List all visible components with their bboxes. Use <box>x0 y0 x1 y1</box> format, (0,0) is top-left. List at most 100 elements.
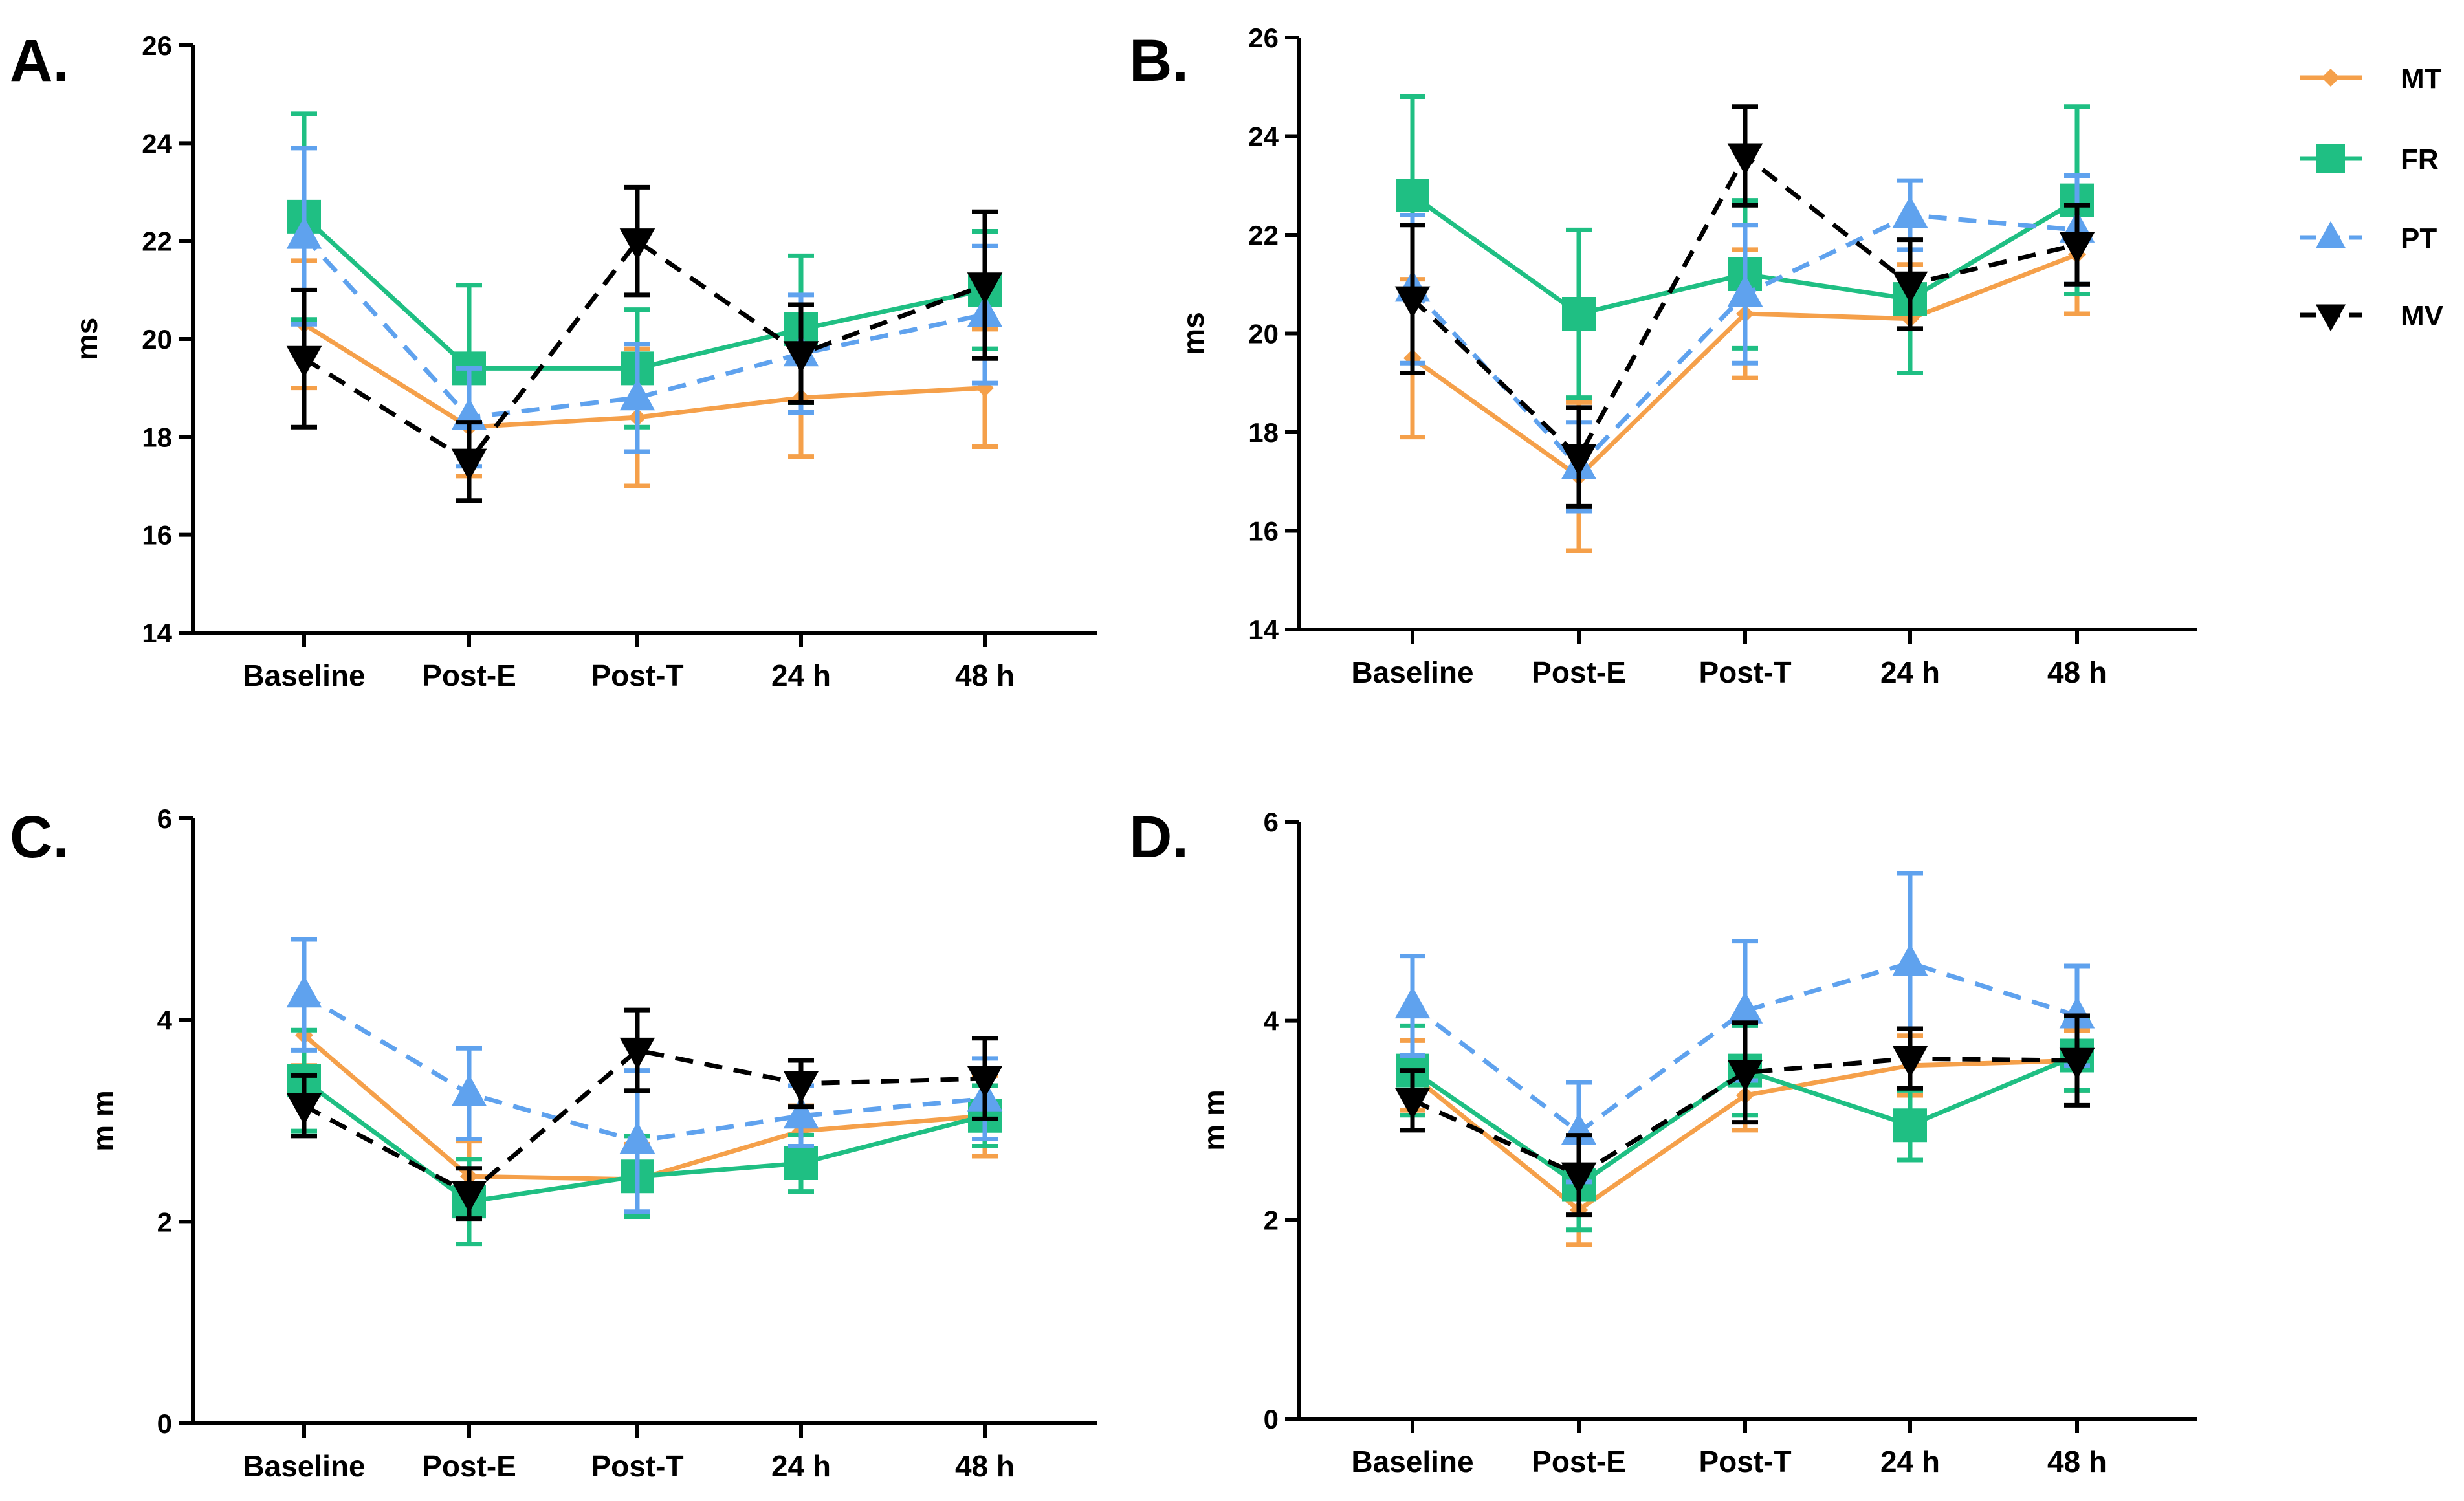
x-tick-label: Post-T <box>591 1449 683 1483</box>
chart-panel-2: B. ms 14 16 18 20 22 24 26 Baseline Post-E Post-T 24… <box>1129 23 2197 689</box>
x-tick-label: Post-E <box>1532 1445 1626 1478</box>
chart-panel-4: D. m m 0 2 4 6 Baseline Post-E Post-T 24 h 48 h <box>1129 804 2197 1478</box>
data-point <box>1561 1162 1597 1195</box>
y-tick-label: 14 <box>1248 615 1279 645</box>
data-point <box>451 1074 487 1106</box>
y-axis-label: m m <box>1197 1090 1231 1151</box>
legend: MT FR PT MV <box>2300 63 2444 332</box>
series-line <box>302 234 985 420</box>
x-tick-label: 48 h <box>2047 655 2107 689</box>
y-tick-label: 20 <box>142 324 172 355</box>
x-tick-label: Post-T <box>591 659 683 692</box>
x-tick-label: 24 h <box>771 659 831 692</box>
y-tick-label: 2 <box>157 1207 172 1237</box>
y-tick-label: 0 <box>1264 1404 1279 1434</box>
series-mv <box>1394 104 2095 509</box>
y-axis-label: ms <box>1176 312 1210 355</box>
series-mv <box>286 184 1003 503</box>
data-point <box>1727 1060 1763 1092</box>
series-mv <box>1394 1013 2095 1218</box>
series-pt <box>1394 173 2095 514</box>
y-tick-label: 22 <box>142 226 172 257</box>
x-tick-label: Post-T <box>1699 655 1791 689</box>
x-tick-label: Baseline <box>243 659 365 692</box>
data-point <box>784 1146 818 1180</box>
chart-panel-3: C. m m 0 2 4 6 Baseline Post-E Post-T 24 h 48 h <box>10 804 1097 1483</box>
panel-label: B. <box>1129 28 1189 94</box>
data-point <box>1892 1046 1928 1079</box>
y-tick-label: 2 <box>1264 1205 1279 1235</box>
x-tick-label: Baseline <box>1351 1445 1473 1478</box>
data-point <box>1892 195 1928 228</box>
y-tick-label: 20 <box>1248 319 1279 349</box>
panel-label: C. <box>10 804 69 870</box>
y-tick-label: 14 <box>142 618 172 648</box>
data-point <box>619 1037 655 1070</box>
y-tick-label: 18 <box>1248 417 1279 448</box>
data-point <box>1892 271 1928 304</box>
data-point <box>783 1096 819 1129</box>
legend-label: FR <box>2401 144 2439 175</box>
data-point <box>451 1181 487 1213</box>
legend-label: MV <box>2401 300 2444 332</box>
y-tick-label: 26 <box>142 30 172 61</box>
data-point <box>1394 1088 1431 1120</box>
y-tick-label: 26 <box>1248 23 1279 53</box>
series-line <box>1411 1056 2078 1178</box>
y-axis-label: ms <box>70 318 104 360</box>
panel-label: A. <box>10 28 69 94</box>
series-line <box>303 1047 985 1196</box>
x-tick-label: 48 h <box>955 1449 1015 1483</box>
y-tick-label: 24 <box>142 128 172 159</box>
series-line <box>303 992 985 1144</box>
x-tick-label: 24 h <box>1880 655 1940 689</box>
data-point <box>1893 1108 1927 1143</box>
series-line <box>303 239 986 464</box>
legend-item-mv: MV <box>2300 300 2444 332</box>
data-point <box>619 378 655 411</box>
x-tick-label: Baseline <box>1351 655 1473 689</box>
data-point <box>286 345 322 378</box>
legend-marker <box>2315 304 2346 332</box>
x-tick-label: 48 h <box>2047 1445 2107 1478</box>
y-axis-label: m m <box>86 1090 120 1152</box>
data-point <box>1562 297 1596 331</box>
data-point <box>2059 1047 2095 1080</box>
data-point <box>2059 996 2095 1029</box>
x-tick-label: 48 h <box>955 659 1015 692</box>
data-point <box>967 1066 1003 1098</box>
y-tick-label: 18 <box>142 422 172 452</box>
data-point <box>1892 943 1928 976</box>
x-tick-label: Baseline <box>243 1449 365 1483</box>
data-point <box>2059 232 2095 265</box>
x-tick-label: Post-E <box>422 1449 516 1483</box>
y-tick-label: 4 <box>157 1005 173 1036</box>
x-tick-label: Post-T <box>1699 1445 1791 1478</box>
data-point <box>286 975 322 1008</box>
data-point <box>1727 143 1763 175</box>
legend-marker <box>2322 69 2340 87</box>
data-point <box>967 272 1003 305</box>
legend-item-pt: PT <box>2300 221 2437 254</box>
legend-marker <box>2315 221 2346 248</box>
data-point <box>451 448 487 481</box>
data-point <box>1561 444 1597 477</box>
y-tick-label: 6 <box>157 804 172 834</box>
legend-label: PT <box>2401 223 2437 254</box>
legend-item-mt: MT <box>2300 63 2442 94</box>
x-tick-label: 24 h <box>1880 1445 1940 1478</box>
x-tick-label: Post-E <box>1532 655 1626 689</box>
data-point <box>783 341 819 373</box>
legend-marker <box>2316 144 2345 173</box>
y-tick-label: 6 <box>1264 807 1279 837</box>
data-point <box>1394 286 1431 319</box>
series-pt <box>286 937 1003 1214</box>
data-point <box>1396 179 1429 212</box>
y-tick-label: 22 <box>1248 220 1279 250</box>
data-point <box>286 1093 322 1126</box>
data-point <box>1727 991 1763 1024</box>
data-point <box>783 1071 819 1103</box>
panel-label: D. <box>1129 804 1189 870</box>
